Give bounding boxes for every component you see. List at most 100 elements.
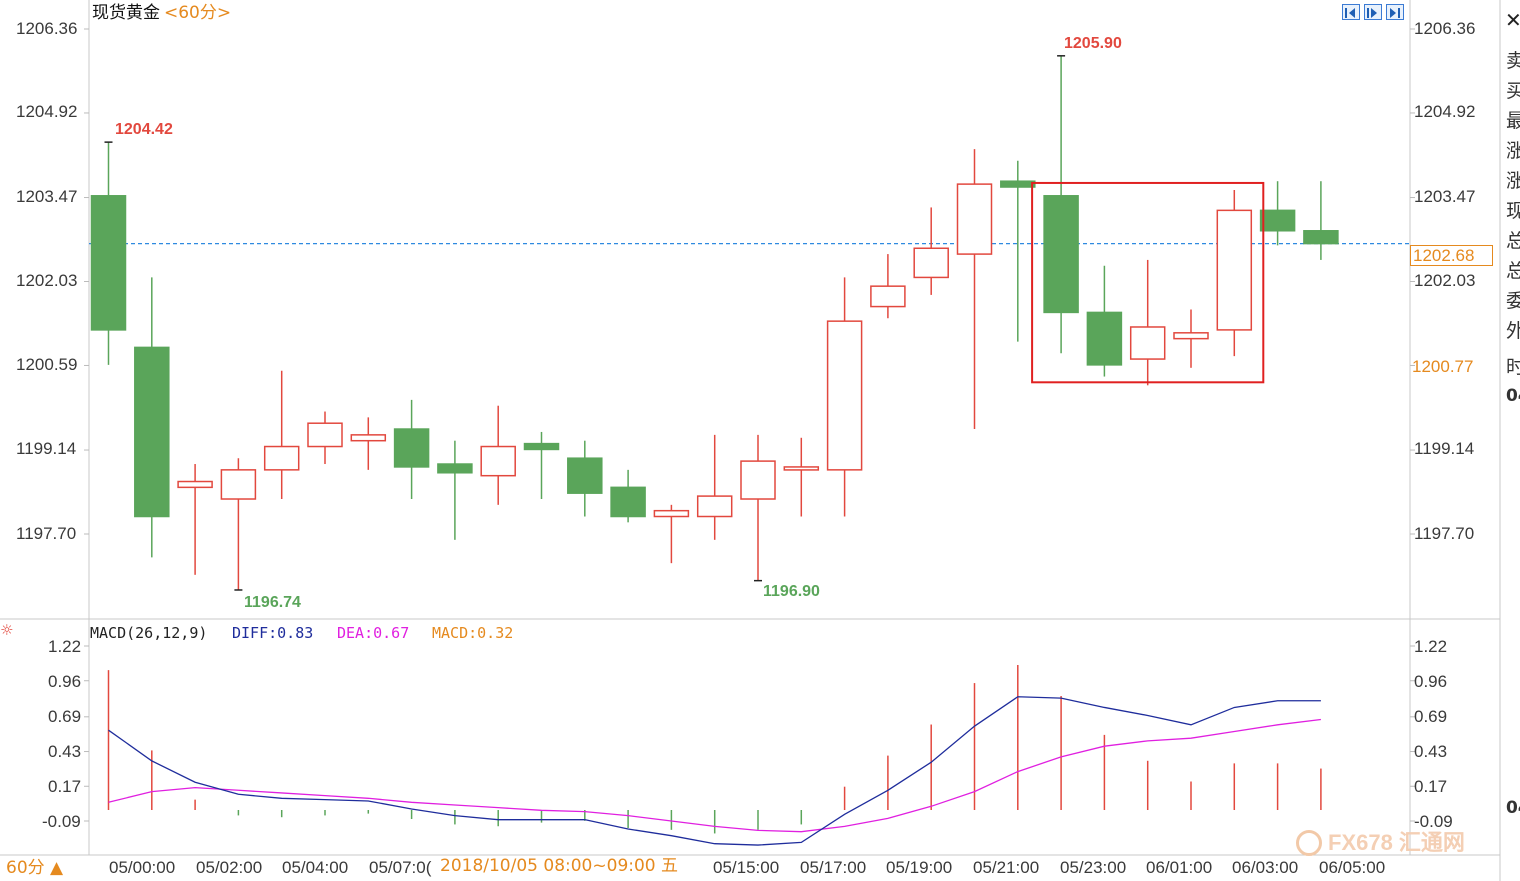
macd-name: MACD(26,12,9) — [90, 624, 208, 642]
time-label: 05/04:00 — [282, 858, 349, 877]
price-tick-right: 1197.70 — [1414, 524, 1475, 543]
candle-body — [1086, 311, 1123, 366]
time-label: 06/03:00 — [1232, 858, 1299, 877]
watermark-text: FX678 汇通网 — [1328, 830, 1465, 855]
macd-tick-left: 0.69 — [48, 707, 82, 726]
diff-line — [108, 696, 1321, 846]
side-label-total: 总 — [1506, 230, 1520, 252]
candle-body — [177, 480, 213, 489]
side-label-change-pct: 涨 — [1506, 170, 1520, 192]
watermark-logo-icon — [1296, 830, 1322, 856]
macd-dea-value: DEA:0.67 — [337, 624, 410, 642]
play-icon[interactable] — [1364, 4, 1382, 20]
candle-body — [1173, 332, 1209, 340]
side-value-1: 04 — [1506, 386, 1520, 406]
candle-body — [1129, 326, 1166, 360]
price-tick-left: 1202.03 — [16, 271, 78, 290]
macd-tick-left: 1.22 — [48, 637, 82, 656]
candle-body — [653, 509, 690, 518]
candle-body — [1043, 195, 1079, 314]
side-label-total-2: 总 — [1506, 260, 1520, 282]
candle-body — [696, 495, 733, 518]
time-label: 05/07:0( — [369, 858, 432, 877]
side-label-buy: 买 — [1506, 80, 1520, 102]
candle-body — [437, 463, 473, 474]
price-tick-right: 1199.14 — [1414, 439, 1475, 458]
macd-settings-icon[interactable]: ☼ — [0, 621, 14, 639]
candle-body — [263, 445, 300, 471]
side-label-commission: 委 — [1506, 290, 1520, 312]
price-tick-right: 1202.03 — [1414, 271, 1476, 290]
time-label: 06/05:00 — [1319, 858, 1386, 877]
candle-body — [1216, 209, 1253, 331]
candle-body — [480, 445, 516, 477]
low-annotation-1: 1196.74 — [244, 594, 301, 611]
candle-body — [567, 457, 603, 494]
price-tick-right: 1203.47 — [1414, 187, 1476, 206]
candle-body — [307, 422, 343, 448]
macd-tick-right: 1.22 — [1414, 637, 1448, 656]
price-tick-right: 1206.36 — [1414, 19, 1476, 38]
close-icon[interactable]: ✕ — [1505, 8, 1520, 32]
candle-body — [913, 247, 949, 279]
time-label: 06/01:00 — [1146, 858, 1213, 877]
macd-tick-right: 0.17 — [1414, 777, 1448, 796]
side-label-sell: 卖 — [1506, 50, 1520, 72]
high-annotation-1: 1204.42 — [115, 121, 173, 138]
side-label-current: 现 — [1506, 200, 1520, 222]
macd-tick-left: 0.17 — [48, 777, 82, 796]
candle-body — [393, 428, 430, 468]
macd-tick-right: 0.43 — [1414, 742, 1448, 761]
time-label: 05/02:00 — [196, 858, 263, 877]
candle-body — [740, 460, 776, 500]
side-label-outer: 外 — [1506, 320, 1520, 342]
time-cursor-label: 2018/10/05 08:00~09:00 五 — [440, 856, 679, 876]
side-label-latest: 最 — [1506, 110, 1520, 132]
prev-page-icon[interactable] — [1342, 4, 1360, 20]
price-tick-left: 1197.70 — [16, 524, 77, 543]
candle-body — [350, 434, 387, 442]
instrument-title: 现货黄金 — [92, 3, 160, 23]
price-tick-left: 1203.47 — [16, 187, 78, 206]
time-label: 05/00:00 — [109, 858, 176, 877]
side-label-time: 时 — [1506, 356, 1520, 378]
macd-tick-right: 0.69 — [1414, 707, 1448, 726]
macd-tick-left: -0.09 — [42, 812, 81, 831]
dea-line — [108, 718, 1321, 833]
candle-body — [826, 320, 863, 471]
period-selector-button[interactable]: 60分 ▲ — [6, 858, 64, 878]
candle-body — [1303, 230, 1339, 245]
high-annotation-2: 1205.90 — [1064, 35, 1122, 52]
macd-tick-right: 0.96 — [1414, 672, 1448, 691]
highlight-box — [1031, 181, 1265, 384]
low-annotation-2: 1196.90 — [763, 583, 820, 600]
candle-body — [90, 195, 127, 331]
candle-body — [220, 469, 257, 500]
period-tag: <60分> — [164, 3, 232, 23]
time-label: 05/15:00 — [713, 858, 780, 877]
next-page-icon[interactable] — [1386, 4, 1404, 20]
macd-macd-value: MACD:0.32 — [432, 624, 514, 642]
price-tick-left: 1204.92 — [16, 102, 78, 121]
price-tick-left: 1206.36 — [16, 19, 78, 38]
candle-body — [1259, 209, 1296, 232]
price-tick-right: 1204.92 — [1414, 102, 1476, 121]
current-price-label: 1202.68 — [1410, 245, 1494, 266]
candle-body — [870, 285, 906, 308]
candle-body — [134, 346, 170, 518]
candle-body — [610, 486, 646, 518]
side-label-change: 涨 — [1506, 140, 1520, 162]
time-label: 05/21:00 — [973, 858, 1040, 877]
time-label: 05/19:00 — [886, 858, 953, 877]
time-label: 05/23:00 — [1060, 858, 1127, 877]
candle-body — [523, 442, 560, 451]
macd-tick-right: -0.09 — [1414, 812, 1453, 831]
price-tick-left: 1200.59 — [16, 355, 78, 374]
side-value-2: 04 — [1506, 798, 1520, 818]
macd-tick-left: 0.43 — [48, 742, 82, 761]
candle-body — [1000, 180, 1036, 188]
time-label: 05/17:00 — [800, 858, 867, 877]
candle-body — [783, 466, 820, 471]
macd-diff-value: DIFF:0.83 — [232, 624, 314, 642]
